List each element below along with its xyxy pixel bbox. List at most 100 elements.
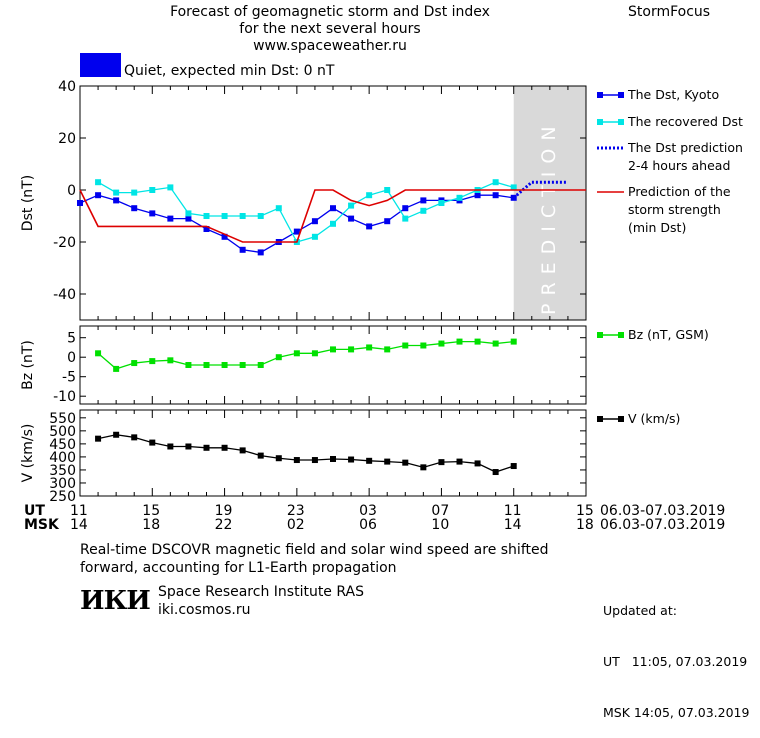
ut-tick-label: 11	[70, 503, 88, 519]
data-point-0-0-17	[384, 218, 391, 225]
series-line-2-0	[97, 434, 514, 473]
data-point-0-0-0	[77, 200, 83, 206]
y-axis-label-1: Bz (nT)	[20, 340, 36, 390]
series-line-0-1	[97, 181, 514, 243]
data-point-0-1-23	[510, 184, 517, 191]
y-tick-label-2-2: 450	[49, 437, 76, 453]
y-tick-label-1-1: 0	[67, 350, 76, 366]
legend-storm-strength: Prediction of the storm strength (min Ds…	[628, 184, 731, 235]
data-point-0-0-12	[293, 228, 300, 235]
ut-tick-label: 11	[503, 503, 522, 519]
panel-frame-2	[79, 409, 587, 497]
data-point-2-0-18	[420, 464, 427, 471]
data-point-0-0-15	[348, 215, 355, 222]
data-point-1-0-15	[366, 344, 373, 351]
data-point-2-0-21	[474, 460, 481, 467]
data-point-2-0-2	[131, 434, 138, 441]
legend-bz: Bz (nT, GSM)	[628, 327, 709, 342]
y-tick-label-1-0: 5	[67, 331, 76, 347]
panel-frame-1	[79, 325, 587, 405]
data-point-1-0-23	[510, 338, 517, 345]
y-tick-label-2-6: 250	[49, 489, 76, 505]
data-point-0-0-19	[420, 197, 427, 204]
series-line-0-3	[79, 189, 586, 243]
legend-marker-bz-a	[597, 332, 603, 338]
ut-tick-label: 23	[286, 503, 305, 519]
y-tick-label-2-4: 350	[49, 463, 76, 479]
data-point-0-1-18	[420, 207, 427, 214]
data-point-0-0-6	[185, 215, 192, 222]
data-point-1-0-2	[131, 360, 138, 367]
data-point-0-1-3	[149, 187, 156, 193]
data-point-2-0-3	[149, 439, 156, 446]
y-tick-label-0-2: 0	[67, 183, 76, 199]
data-point-0-0-1	[95, 192, 102, 199]
data-point-1-0-21	[474, 338, 481, 345]
data-point-0-1-7	[221, 213, 228, 219]
data-point-2-0-13	[330, 455, 336, 462]
data-point-2-0-20	[456, 458, 463, 465]
brand-name: StormFocus	[628, 4, 711, 20]
msk-tick-label: 18	[576, 517, 594, 533]
data-point-2-0-19	[438, 459, 445, 466]
data-point-2-0-1	[113, 431, 120, 438]
y-tick-label-2-0: 550	[49, 411, 76, 427]
legend-marker-dst-recovered-a	[597, 119, 603, 125]
data-point-1-0-9	[257, 362, 264, 368]
msk-tick-label: 22	[214, 517, 233, 533]
data-point-2-0-5	[185, 443, 192, 450]
data-point-0-1-19	[438, 200, 445, 206]
data-point-0-0-14	[330, 205, 336, 212]
legend-dst-prediction: The Dst prediction 2-4 hours ahead	[628, 140, 743, 173]
data-point-0-1-9	[257, 213, 264, 219]
msk-tick-label: 14	[70, 517, 88, 533]
data-point-0-0-9	[239, 246, 246, 253]
y-tick-label-2-5: 300	[49, 476, 76, 492]
data-point-2-0-11	[293, 457, 300, 464]
institute-site[interactable]: iki.cosmos.ru	[158, 602, 251, 618]
title-line-2: for the next several hours	[239, 21, 421, 37]
ut-label: UT	[24, 503, 45, 519]
data-point-2-0-4	[167, 443, 174, 450]
data-point-0-1-13	[330, 220, 336, 227]
legend-marker-bz-b	[618, 332, 624, 338]
data-point-0-1-15	[366, 192, 373, 199]
data-point-2-0-9	[257, 452, 264, 459]
data-point-0-0-22	[474, 192, 481, 199]
y-tick-label-1-3: -10	[53, 389, 76, 405]
data-point-2-0-22	[492, 469, 499, 476]
y-tick-label-1-2: -5	[62, 370, 76, 386]
legend-dst-kyoto: The Dst, Kyoto	[628, 87, 720, 102]
data-point-1-0-0	[95, 350, 102, 357]
data-point-0-0-10	[257, 249, 264, 256]
msk-tick-label: 10	[431, 517, 450, 533]
data-point-0-0-23	[492, 192, 499, 199]
updated-ut: UT 11:05, 07.03.2019	[603, 654, 748, 669]
data-point-0-0-13	[311, 218, 318, 225]
data-point-2-0-12	[311, 457, 318, 464]
data-point-2-0-10	[275, 455, 282, 462]
data-point-1-0-6	[203, 362, 210, 368]
data-point-0-1-14	[348, 202, 355, 209]
prediction-band-label: PREDICTION	[538, 118, 560, 315]
msk-tick-label: 14	[503, 517, 522, 533]
data-point-2-0-0	[95, 435, 102, 442]
data-point-1-0-13	[330, 346, 336, 353]
data-point-0-0-5	[167, 215, 174, 222]
data-point-0-1-17	[402, 215, 409, 222]
y-axis-label-0: Dst (nT)	[20, 175, 36, 231]
data-point-0-1-20	[456, 194, 463, 201]
data-point-0-1-8	[239, 213, 246, 219]
data-point-1-0-16	[384, 346, 391, 353]
institute-block: Space Research Institute RAS iki.cosmos.…	[158, 583, 364, 619]
data-point-0-0-16	[366, 223, 373, 230]
data-point-0-0-4	[149, 210, 156, 217]
data-point-0-1-1	[113, 189, 120, 196]
data-point-1-0-22	[492, 340, 499, 347]
msk-label: MSK	[24, 517, 59, 533]
legend-dst-recovered: The recovered Dst	[628, 114, 743, 129]
legend-marker-dst-recovered-b	[618, 119, 624, 125]
data-point-1-0-20	[456, 338, 463, 345]
data-point-2-0-14	[348, 456, 355, 463]
data-point-0-0-3	[131, 205, 138, 212]
